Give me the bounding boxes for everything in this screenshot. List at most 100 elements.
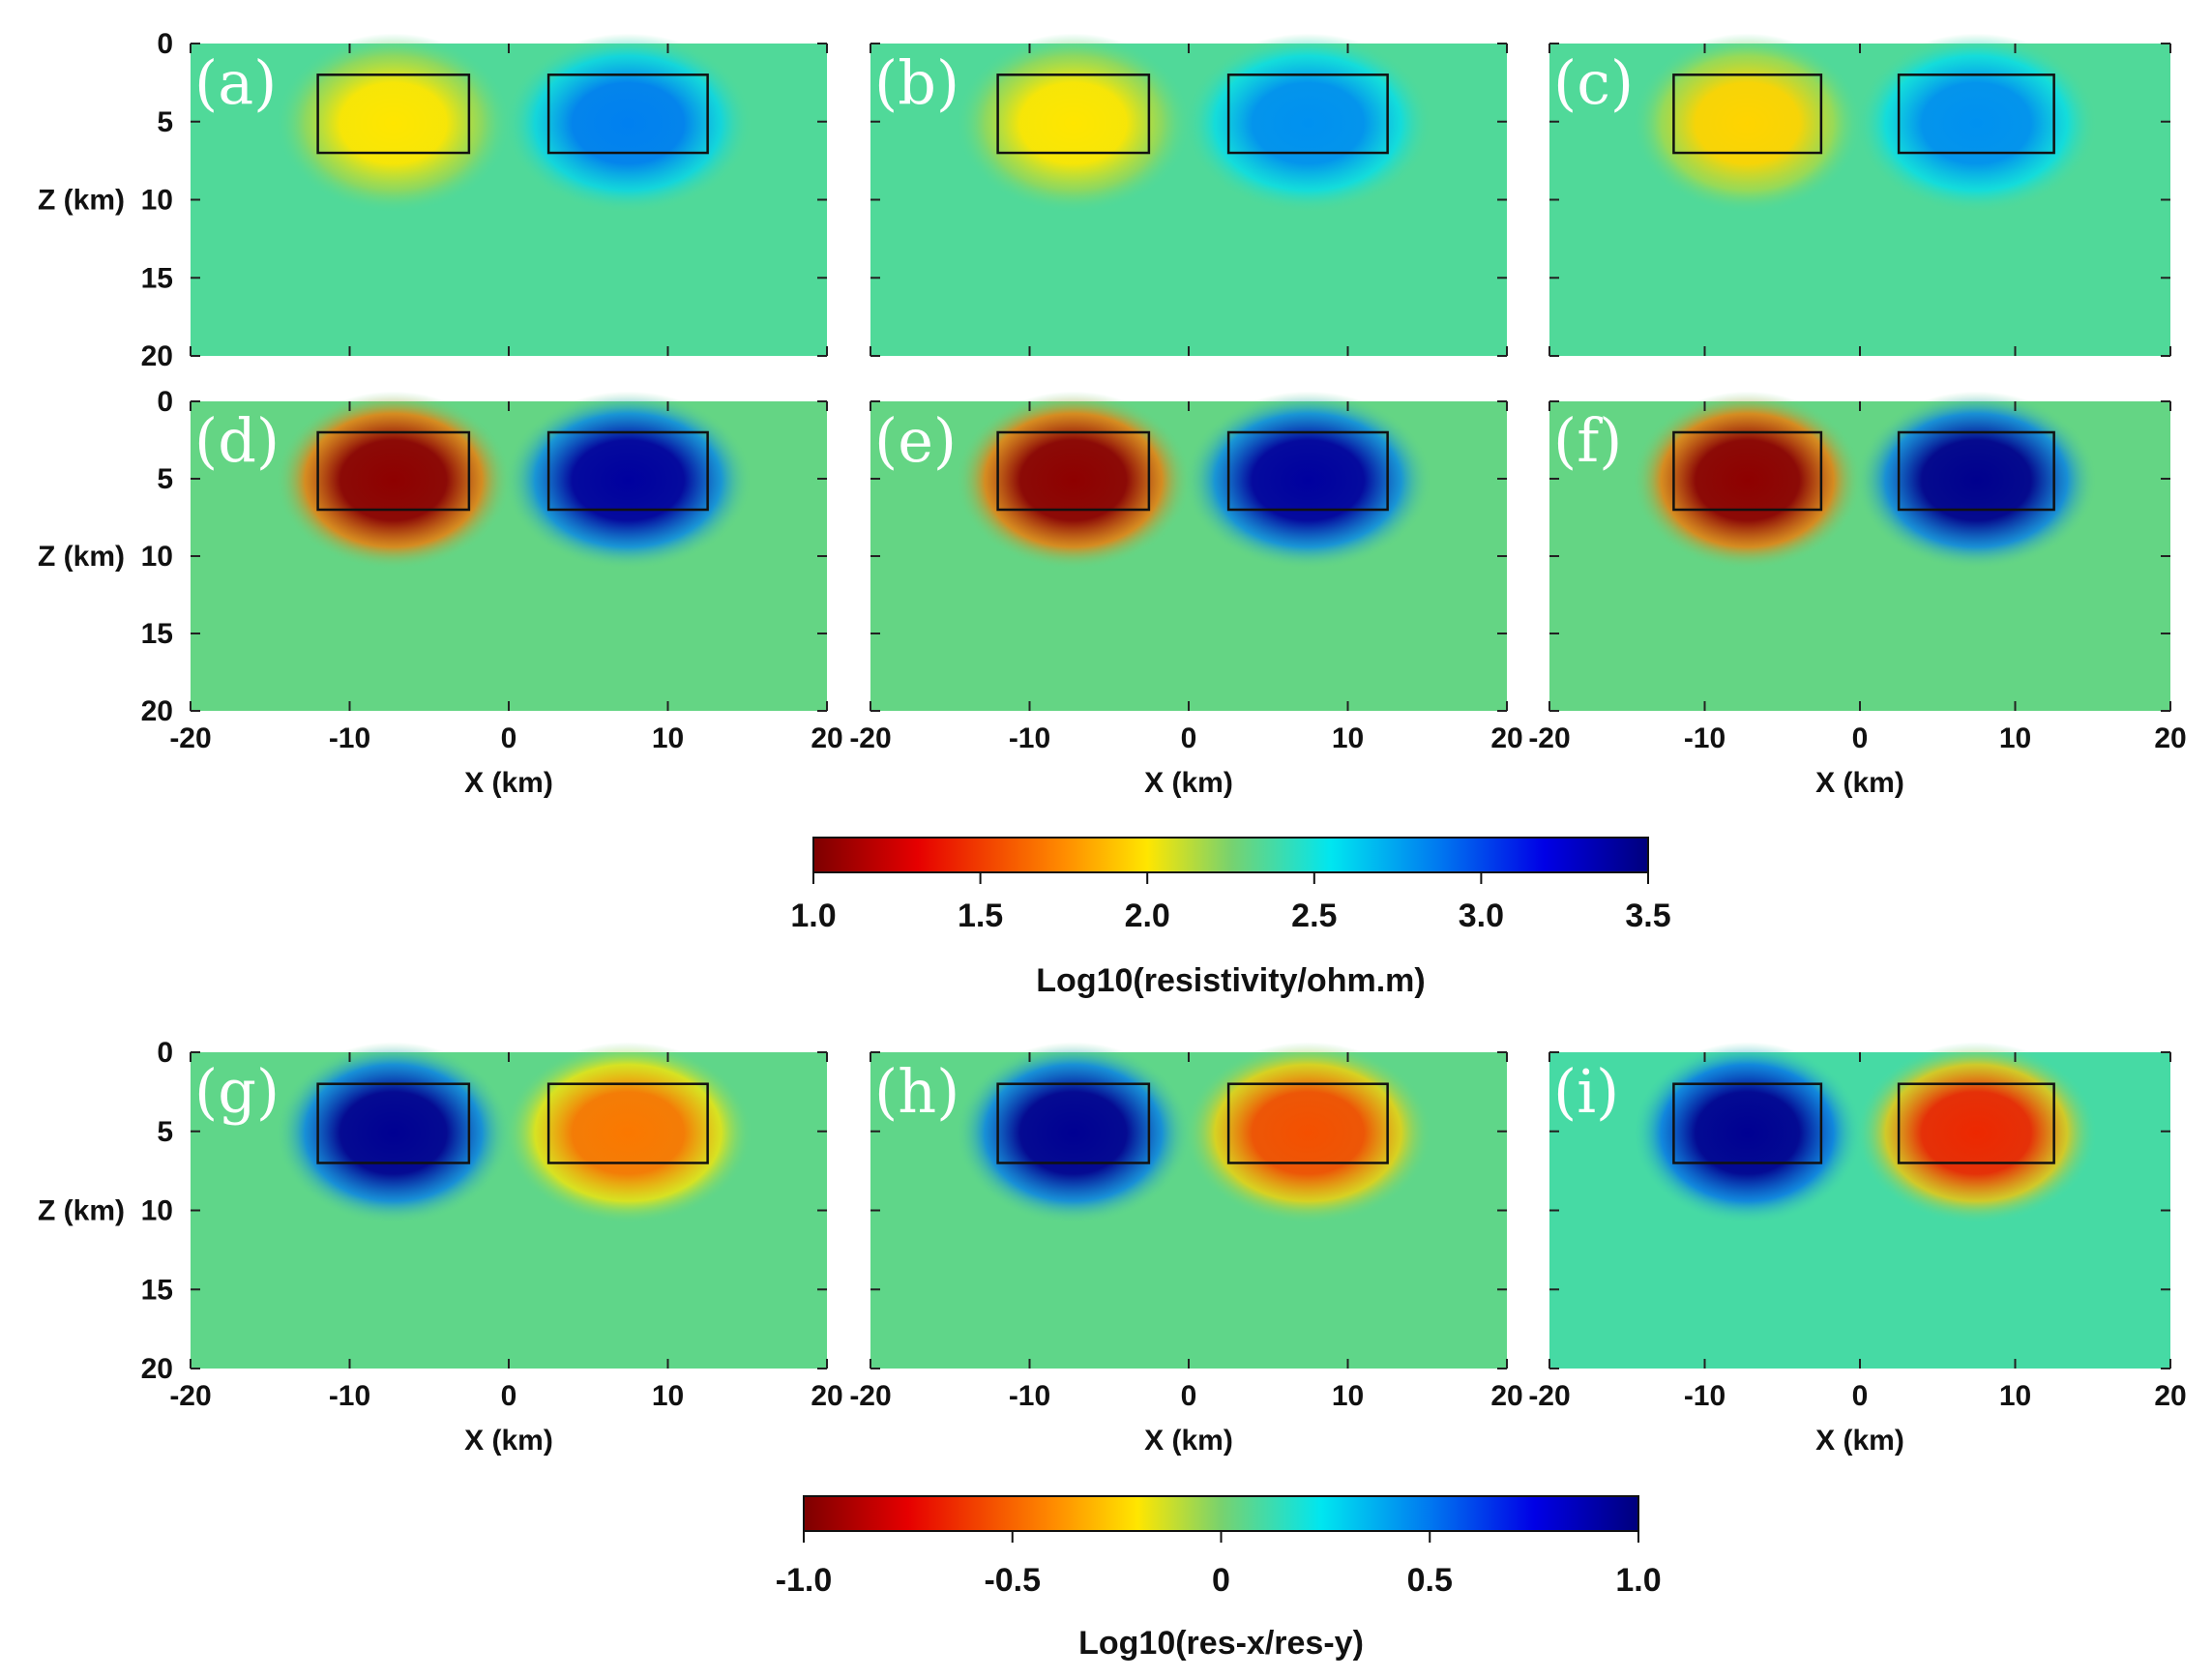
x-tick-label: 20 — [811, 722, 842, 754]
anomaly-left — [275, 391, 512, 570]
z-tick-label: 0 — [157, 28, 173, 60]
target-block-left — [996, 430, 1151, 512]
anomaly-left — [275, 1042, 512, 1224]
panel-d: (d) 0 5 10 15 20 Z (km) -20 -10 0 10 20 X (km) — [38, 386, 843, 799]
x-axis-label: X (km) — [464, 1425, 553, 1457]
x-tick-label: 20 — [2154, 722, 2186, 754]
z-tick-label: 15 — [141, 1274, 173, 1306]
x-tick-label: 0 — [501, 1380, 517, 1412]
anomaly-left — [275, 33, 512, 214]
anomaly-left — [955, 1042, 1192, 1224]
anomaly-right — [504, 33, 752, 214]
panel-e: (e) -20 -10 0 10 20 X (km) — [849, 391, 1523, 799]
panel-c: (c) — [1548, 33, 2171, 357]
panel-label: (i) — [1553, 1056, 1619, 1127]
x-tick-label: 10 — [1332, 1380, 1364, 1412]
panel-label: (a) — [194, 47, 277, 118]
x-tick-label: -20 — [169, 1380, 211, 1412]
anomaly-right — [1855, 391, 2098, 570]
panel-i: (i) -20 -10 0 10 20 X (km) — [1528, 1042, 2187, 1457]
x-tick-label: 10 — [652, 722, 684, 754]
x-axis-label: X (km) — [1144, 1425, 1233, 1457]
colorbar-tick-label: 0.5 — [1407, 1562, 1453, 1599]
target-block-left — [1672, 74, 1823, 155]
z-axis-label: Z (km) — [38, 1195, 125, 1227]
target-block-right — [1226, 1082, 1389, 1164]
x-axis-label: X (km) — [1815, 767, 1904, 799]
x-tick-label: 0 — [1852, 722, 1869, 754]
colorbar-tick-label: 3.0 — [1459, 898, 1504, 934]
x-tick-label: 10 — [652, 1380, 684, 1412]
target-block-left — [996, 74, 1151, 155]
z-tick-label: 5 — [157, 463, 173, 495]
target-block-left — [996, 1082, 1151, 1164]
x-tick-label: 10 — [1999, 1380, 2031, 1412]
target-block-left — [316, 430, 471, 512]
target-block-right — [546, 74, 709, 155]
colorbar-tick-label: 0 — [1212, 1562, 1230, 1599]
anomaly-right — [1855, 1042, 2098, 1224]
x-tick-label: 20 — [811, 1380, 842, 1412]
panel-label: (h) — [874, 1056, 959, 1127]
target-block-right — [1897, 430, 2055, 512]
x-tick-label: -20 — [849, 722, 891, 754]
z-tick-label: 20 — [141, 340, 173, 372]
z-tick-label: 10 — [141, 1195, 173, 1227]
x-tick-label: -10 — [1684, 1380, 1725, 1412]
x-tick-label: -10 — [1009, 722, 1050, 754]
target-block-left — [316, 1082, 471, 1164]
target-block-left — [1672, 430, 1823, 512]
target-block-right — [1897, 74, 2055, 155]
x-axis-label: X (km) — [1815, 1425, 1904, 1457]
x-tick-label: 20 — [2154, 1380, 2186, 1412]
anomaly-right — [1184, 1042, 1432, 1224]
colorbar-1: 1.0 1.5 2.0 2.5 3.0 3.5 Log10(resistivity/ohm.… — [790, 837, 1671, 999]
panel-f: (f) -20 -10 0 10 20 X (km) — [1528, 391, 2187, 799]
anomaly-left — [955, 391, 1192, 570]
anomaly-left — [955, 33, 1192, 214]
target-block-right — [1226, 74, 1389, 155]
colorbar-tick-label: 3.5 — [1625, 898, 1670, 934]
x-tick-label: 0 — [1852, 1380, 1869, 1412]
x-axis-label: X (km) — [1144, 767, 1233, 799]
panel-label: (e) — [874, 405, 957, 476]
colorbar-2: -1.0 -0.5 0 0.5 1.0 Log10(res-x/res-y) — [776, 1495, 1662, 1662]
colorbars-layer: 1.0 1.5 2.0 2.5 3.0 3.5 Log10(resistivity/ohm.… — [776, 837, 1671, 1662]
x-tick-label: -20 — [1528, 722, 1570, 754]
target-block-left — [316, 74, 471, 155]
anomaly-left — [1632, 391, 1863, 570]
x-tick-label: -10 — [329, 722, 370, 754]
colorbar-title: Log10(resistivity/ohm.m) — [1036, 962, 1425, 999]
z-tick-label: 20 — [141, 695, 173, 727]
z-tick-label: 10 — [141, 541, 173, 573]
x-tick-label: 20 — [1490, 1380, 1522, 1412]
panel-g: (g) 0 5 10 15 20 Z (km) -20 -10 0 10 20 X (km) — [38, 1037, 843, 1457]
panel-b: (b) — [870, 33, 1508, 357]
colorbar-tick-label: -1.0 — [776, 1562, 833, 1599]
anomaly-right — [1184, 391, 1432, 570]
panel-label: (c) — [1553, 47, 1634, 118]
target-block-right — [1897, 1082, 2055, 1164]
anomaly-right — [1855, 33, 2098, 214]
colorbar-tick-label: 1.5 — [958, 898, 1003, 934]
colorbar-tick-label: -0.5 — [984, 1562, 1041, 1599]
target-block-right — [1226, 430, 1389, 512]
colorbar-tick-label: 2.0 — [1125, 898, 1170, 934]
x-tick-label: -10 — [329, 1380, 370, 1412]
anomaly-right — [1184, 33, 1432, 214]
panel-a: (a) 0 5 10 15 20 Z (km) — [38, 28, 828, 372]
target-block-left — [1672, 1082, 1823, 1164]
anomaly-left — [1632, 33, 1863, 214]
target-block-right — [546, 1082, 709, 1164]
x-tick-label: 20 — [1490, 722, 1522, 754]
colorbar-ramp — [803, 1495, 1639, 1532]
x-tick-label: -10 — [1009, 1380, 1050, 1412]
colorbar-ramp — [812, 837, 1649, 873]
panel-label: (g) — [194, 1056, 280, 1127]
target-block-right — [546, 430, 709, 512]
anomaly-right — [504, 1042, 752, 1224]
x-tick-label: 10 — [1332, 722, 1364, 754]
z-axis-label: Z (km) — [38, 185, 125, 217]
x-tick-label: 0 — [501, 722, 517, 754]
